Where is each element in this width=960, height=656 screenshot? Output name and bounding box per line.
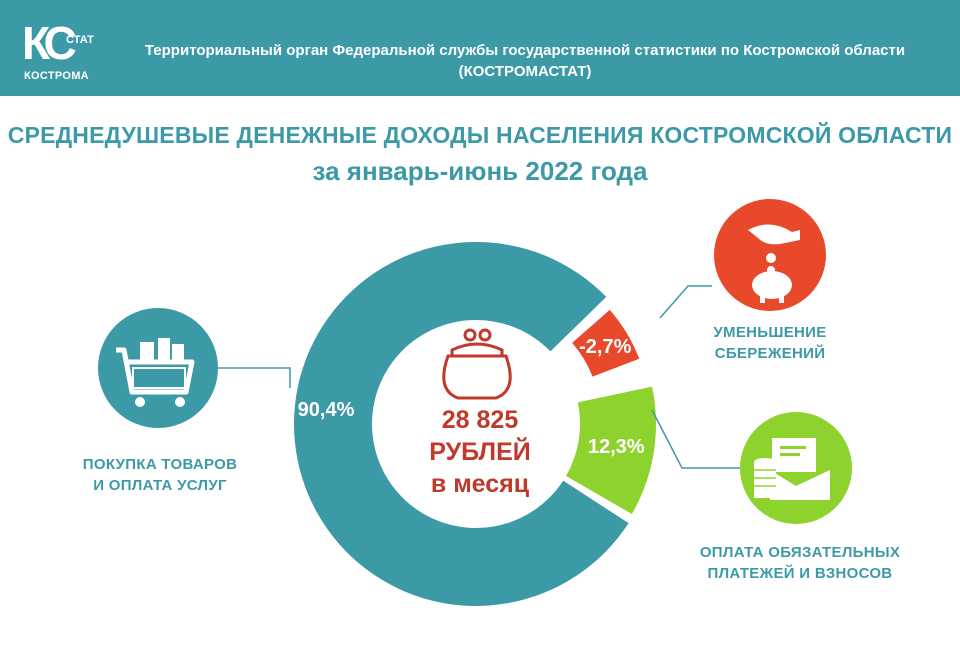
piggy-bank-icon [714,199,826,311]
page-title: СРЕДНЕДУШЕВЫЕ ДЕНЕЖНЫЕ ДОХОДЫ НАСЕЛЕНИЯ … [7,122,953,148]
payment-envelope-icon [740,412,852,524]
label-purchases-line1: ПОКУПКА ТОВАРОВ [82,456,238,473]
label-payments-line2: ПЛАТЕЖЕЙ И ВЗНОСОВ [707,565,893,582]
amount-unit: РУБЛЕЙ [429,438,531,466]
page-subtitle: за январь-июнь 2022 года [312,156,648,186]
slice-purchases [294,242,629,606]
label-purchases-line2: И ОПЛАТА УСЛУГ [93,477,227,494]
org-line-1: Территориальный орган Федеральной службы… [144,42,906,59]
connector-payments [651,409,740,469]
kostromastat-logo: КС СТАТ КОСТРОМА [18,10,98,88]
label-purchases: ПОКУПКА ТОВАРОВ И ОПЛАТА УСЛУГ [60,454,260,496]
slice-savings [572,309,640,377]
purse-icon [442,328,512,400]
org-line-2: (КОСТРОМАСТАТ) [458,63,592,80]
logo-stat-text: СТАТ [66,34,94,46]
label-savings-line2: СБЕРЕЖЕНИЙ [714,345,826,362]
donut-slices: 90,4% -2,7% 12,3% [294,242,657,606]
connector-savings [659,285,712,319]
amount-period: в месяц [430,470,530,498]
header-bar: КС СТАТ КОСТРОМА Территориальный орган Ф… [0,0,960,96]
logo-kc-text: КС [22,17,77,69]
label-payments-line1: ОПЛАТА ОБЯЗАТЕЛЬНЫХ [699,544,901,561]
logo-city-text: КОСТРОМА [24,70,89,82]
value-label-payments: 12,3% [588,436,645,458]
organization-name: Территориальный орган Федеральной службы… [100,40,950,82]
value-label-savings: -2,7% [579,336,631,358]
value-label-purchases: 90,4% [298,399,355,421]
amount-value: 28 825 [441,406,519,434]
center-amount-block: 28 825 РУБЛЕЙ в месяц [380,404,580,500]
connector-purchases [218,367,291,388]
shopping-cart-icon [98,308,218,428]
label-payments: ОПЛАТА ОБЯЗАТЕЛЬНЫХ ПЛАТЕЖЕЙ И ВЗНОСОВ [680,542,920,584]
slice-payments [566,386,657,515]
label-savings: УМЕНЬШЕНИЕ СБЕРЕЖЕНИЙ [690,322,850,364]
label-savings-line1: УМЕНЬШЕНИЕ [713,324,827,341]
